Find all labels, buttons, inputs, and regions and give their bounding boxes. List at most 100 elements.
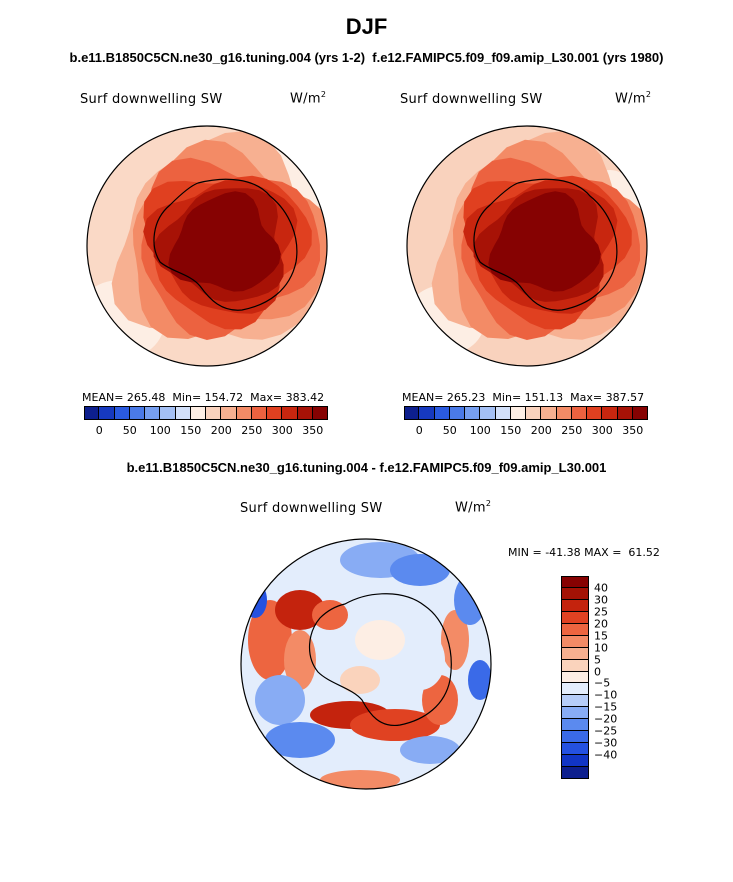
diff-field-patch xyxy=(441,610,469,670)
diff-minmax: MIN = -41.38 MAX = 61.52 xyxy=(508,546,660,559)
diff-field-patch xyxy=(275,590,325,630)
diff-variable: Surf downwelling SW xyxy=(240,501,383,516)
colorbar-swatch xyxy=(561,659,589,672)
colorbar-tick-label: 20 xyxy=(594,617,608,631)
colorbar-swatch xyxy=(312,406,328,420)
panel2-map-border xyxy=(406,125,648,367)
colorbar-swatch xyxy=(561,623,589,636)
diff-units: W/m2 xyxy=(455,499,492,516)
colorbar-swatch xyxy=(526,406,542,420)
diff-field-patch xyxy=(265,722,335,758)
colorbar-swatch xyxy=(297,406,313,420)
colorbar-tick-label: 250 xyxy=(561,424,583,437)
field-contour-band xyxy=(488,191,601,292)
colorbar-tick-label: 250 xyxy=(241,424,263,437)
colorbar-tick-label: 5 xyxy=(594,653,601,667)
colorbar-swatch xyxy=(267,406,283,420)
colorbar-swatch xyxy=(480,406,496,420)
colorbar-swatch xyxy=(561,576,589,588)
colorbar-tick-label: 300 xyxy=(591,424,613,437)
panel1-colorbar xyxy=(84,406,328,420)
diff-field-patch xyxy=(468,660,491,700)
colorbar-tick-label: −20 xyxy=(594,712,618,726)
colorbar-swatch xyxy=(114,406,130,420)
panel2-variable: Surf downwelling SW xyxy=(400,92,543,107)
colorbar-tick-label: 100 xyxy=(469,424,491,437)
diff-field-patch xyxy=(395,630,445,690)
colorbar-swatch xyxy=(84,406,100,420)
colorbar-tick-label: 50 xyxy=(442,424,457,437)
colorbar-swatch xyxy=(561,695,589,708)
panel2-colorbar xyxy=(404,406,648,420)
colorbar-swatch xyxy=(419,406,435,420)
colorbar-tick-label: −25 xyxy=(594,724,618,738)
panel1-map-border xyxy=(86,125,328,367)
colorbar-swatch xyxy=(449,406,465,420)
colorbar-swatch xyxy=(282,406,298,420)
diff-field-patch xyxy=(243,582,267,618)
colorbar-tick-label: 30 xyxy=(594,593,608,607)
colorbar-tick-label: 50 xyxy=(122,424,137,437)
diff-field-patch xyxy=(422,675,458,725)
diff-title: b.e11.B1850C5CN.ne30_g16.tuning.004 - f.… xyxy=(126,460,607,475)
colorbar-swatch xyxy=(99,406,115,420)
colorbar-swatch xyxy=(434,406,450,420)
diff-field-patch xyxy=(312,600,348,630)
panel1-variable: Surf downwelling SW xyxy=(80,92,223,107)
case-pair-title: b.e11.B1850C5CN.ne30_g16.tuning.004 (yrs… xyxy=(69,50,664,65)
colorbar-swatch xyxy=(175,406,191,420)
diff-coastline xyxy=(309,593,452,727)
panel1-map xyxy=(87,126,327,366)
colorbar-swatch xyxy=(561,755,589,768)
diff-field-patch xyxy=(320,770,400,789)
colorbar-tick-label: 350 xyxy=(302,424,324,437)
colorbar-swatch xyxy=(404,406,420,420)
colorbar-swatch xyxy=(160,406,176,420)
colorbar-swatch xyxy=(541,406,557,420)
colorbar-swatch xyxy=(465,406,481,420)
colorbar-tick-label: −15 xyxy=(594,700,618,714)
colorbar-swatch xyxy=(236,406,252,420)
diff-map-border xyxy=(240,538,492,790)
colorbar-tick-label: 10 xyxy=(594,641,608,655)
panel1-coastline xyxy=(153,178,298,311)
panel2-coastline xyxy=(473,178,618,311)
colorbar-swatch xyxy=(571,406,587,420)
colorbar-swatch xyxy=(561,647,589,660)
colorbar-swatch xyxy=(561,599,589,612)
diff-field-patch xyxy=(390,554,450,586)
colorbar-tick-label: 200 xyxy=(530,424,552,437)
colorbar-swatch xyxy=(561,611,589,624)
panel2-units: W/m2 xyxy=(615,90,652,107)
colorbar-swatch xyxy=(561,635,589,648)
diff-field-patch xyxy=(284,630,316,690)
season-title: DJF xyxy=(345,14,388,39)
diff-field-patch xyxy=(400,736,460,764)
panel1-stats: MEAN= 265.48 Min= 154.72 Max= 383.42 xyxy=(82,391,325,404)
colorbar-swatch xyxy=(602,406,618,420)
colorbar-swatch xyxy=(190,406,206,420)
colorbar-tick-label: 150 xyxy=(180,424,202,437)
colorbar-swatch xyxy=(251,406,267,420)
colorbar-tick-label: 300 xyxy=(271,424,293,437)
colorbar-tick-label: 0 xyxy=(594,665,601,679)
diff-colorbar-ticks: 40 30 25 20 15 10 5 0 −5 −10 −15 −20 −25 −30 −40 xyxy=(594,576,644,779)
colorbar-tick-label: −30 xyxy=(594,736,618,750)
colorbar-swatch xyxy=(617,406,633,420)
colorbar-swatch xyxy=(587,406,603,420)
colorbar-swatch xyxy=(561,671,589,684)
colorbar-tick-label: 0 xyxy=(95,424,103,437)
field-contour-band xyxy=(168,191,281,292)
panel1-colorbar-ticks: 0 50 100 150 200 250 300 350 xyxy=(84,424,328,438)
colorbar-swatch xyxy=(561,767,589,779)
colorbar-swatch xyxy=(510,406,526,420)
diff-field-patch xyxy=(340,666,380,694)
panel1-units: W/m2 xyxy=(290,90,327,107)
colorbar-tick-label: −40 xyxy=(594,748,618,762)
colorbar-tick-label: 40 xyxy=(594,581,608,595)
colorbar-swatch xyxy=(561,683,589,696)
colorbar-tick-label: −10 xyxy=(594,688,618,702)
colorbar-swatch xyxy=(129,406,145,420)
colorbar-tick-label: 350 xyxy=(622,424,644,437)
